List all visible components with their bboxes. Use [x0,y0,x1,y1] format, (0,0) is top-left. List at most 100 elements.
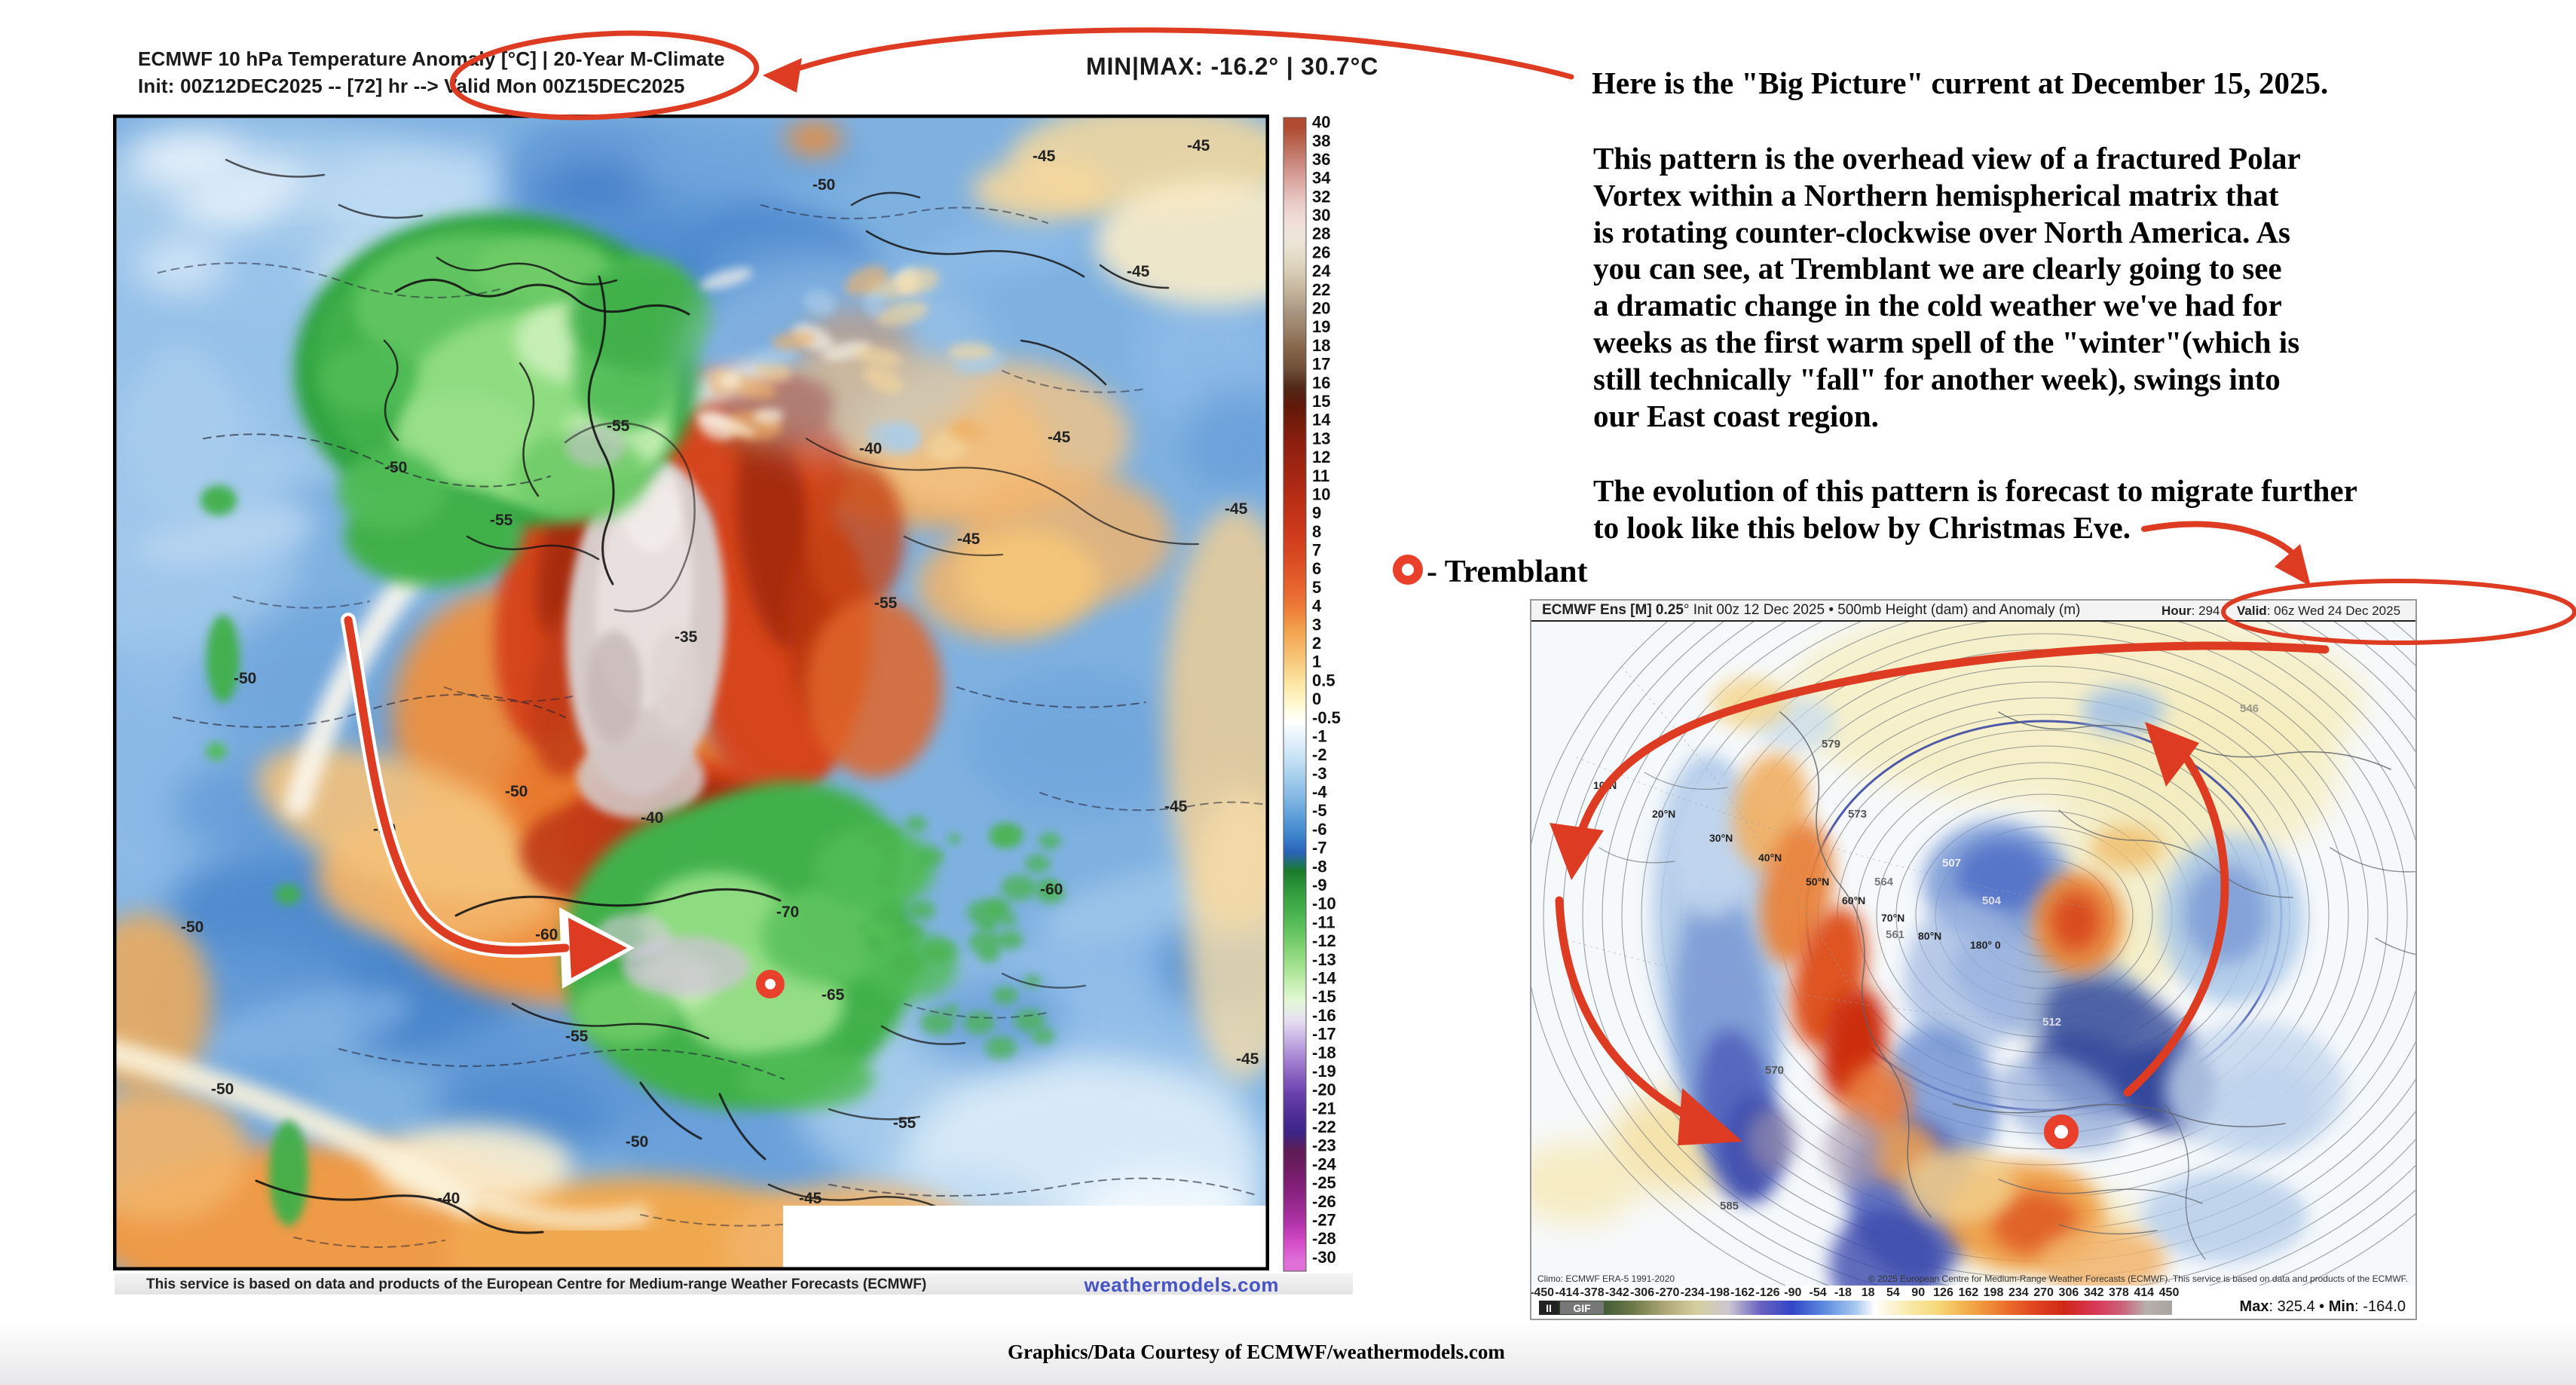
svg-text:-23: -23 [1312,1136,1336,1155]
svg-text:-126: -126 [1755,1286,1779,1299]
svg-text:-162: -162 [1730,1286,1755,1299]
svg-text:-18: -18 [1312,1043,1336,1062]
svg-text:11: 11 [1312,466,1329,485]
svg-text:-65: -65 [821,986,845,1004]
svg-text:4: 4 [1312,597,1322,616]
svg-text:20: 20 [1312,299,1330,318]
svg-text:-28: -28 [1312,1229,1336,1248]
svg-text:-10: -10 [1312,894,1336,913]
svg-text:-55: -55 [607,417,630,435]
svg-text:126: 126 [1933,1286,1953,1299]
svg-text:-234: -234 [1681,1286,1705,1299]
svg-text:Climo: ECMWF ERA-5 1991-2020: Climo: ECMWF ERA-5 1991-2020 [1537,1273,1675,1284]
svg-text:GIF: GIF [1573,1302,1591,1314]
svg-text:507: 507 [1942,857,1961,870]
svg-text:-18: -18 [1834,1286,1852,1299]
svg-text:378: 378 [2109,1286,2129,1299]
svg-text:-45: -45 [799,1190,822,1207]
svg-text:90: 90 [1911,1286,1925,1299]
svg-text:-342: -342 [1605,1286,1629,1299]
svg-text:30: 30 [1312,206,1330,225]
svg-text:10°N: 10°N [1593,779,1617,791]
svg-text:1: 1 [1312,653,1321,671]
svg-text:-60: -60 [1040,881,1063,898]
svg-text:-55: -55 [893,1114,916,1132]
svg-text:504: 504 [1982,894,2002,907]
svg-text:0.5: 0.5 [1312,671,1335,689]
svg-text:12: 12 [1312,448,1330,466]
svg-text:-25: -25 [1312,1173,1336,1192]
svg-text:450: 450 [2159,1286,2180,1299]
svg-text:17: 17 [1312,355,1330,374]
svg-text:-54: -54 [1810,1286,1827,1299]
svg-text:234: 234 [2008,1286,2029,1299]
svg-text:306: 306 [2059,1286,2079,1299]
svg-text:-270: -270 [1655,1286,1679,1299]
svg-text:13: 13 [1312,429,1330,448]
svg-text:-40: -40 [641,809,663,827]
svg-text:-50: -50 [373,821,396,838]
svg-text:10: 10 [1312,485,1330,504]
svg-text:-45: -45 [957,530,981,548]
svg-text:36: 36 [1312,150,1330,169]
svg-text:-2: -2 [1312,745,1327,764]
svg-text:7: 7 [1312,541,1321,560]
svg-text:40: 40 [1312,113,1330,132]
svg-text:-450: -450 [1531,1286,1554,1299]
svg-text:-15: -15 [1312,987,1336,1006]
svg-text:-45: -45 [1225,500,1248,518]
svg-text:-50: -50 [234,670,256,687]
svg-text:-45: -45 [1236,1050,1259,1068]
svg-text:-19: -19 [1312,1062,1336,1081]
svg-text:585: 585 [1720,1200,1739,1212]
svg-text:-50: -50 [812,176,835,194]
svg-text:0: 0 [1312,689,1321,708]
svg-text:18: 18 [1312,336,1330,355]
svg-text:-55: -55 [565,1028,589,1045]
svg-text:-1: -1 [1312,727,1327,746]
svg-text:-6: -6 [1312,820,1327,839]
svg-text:II: II [1546,1302,1552,1314]
svg-text:-3: -3 [1312,764,1327,783]
svg-text:54: 54 [1886,1286,1900,1299]
svg-text:-50: -50 [384,459,407,476]
svg-text:180° 0: 180° 0 [1970,939,2001,951]
svg-text:-17: -17 [1312,1025,1336,1044]
svg-text:9: 9 [1312,503,1321,522]
svg-text:-13: -13 [1312,950,1336,969]
svg-text:-0.5: -0.5 [1312,708,1341,727]
svg-text:Max: 325.4 • Min: -164.0: Max: 325.4 • Min: -164.0 [2240,1298,2406,1315]
svg-text:70°N: 70°N [1881,912,1904,924]
svg-text:-50: -50 [505,783,528,800]
svg-text:-9: -9 [1312,876,1327,894]
svg-text:8: 8 [1312,522,1321,541]
svg-text:-7: -7 [1312,839,1327,858]
svg-text:2: 2 [1312,634,1321,653]
svg-text:579: 579 [1822,738,1840,751]
svg-text:-21: -21 [1312,1099,1336,1117]
svg-text:-45: -45 [1187,137,1210,154]
svg-text:414: 414 [2134,1286,2154,1299]
svg-text:-90: -90 [1784,1286,1801,1299]
svg-text:-40: -40 [437,1190,460,1207]
svg-text:28: 28 [1312,225,1330,243]
svg-text:14: 14 [1312,411,1331,430]
svg-text:-414: -414 [1555,1286,1579,1299]
svg-text:30°N: 30°N [1709,832,1733,844]
svg-text:-24: -24 [1312,1154,1337,1173]
svg-text:-45: -45 [1127,263,1150,280]
svg-text:-60: -60 [535,926,558,943]
svg-text:-22: -22 [1312,1117,1336,1136]
svg-text:-45: -45 [1048,429,1071,446]
svg-text:-27: -27 [1312,1211,1336,1230]
svg-text:50°N: 50°N [1806,876,1829,888]
svg-text:32: 32 [1312,187,1330,206]
svg-text:-11: -11 [1312,913,1335,931]
svg-text:546: 546 [2240,702,2259,715]
svg-text:-5: -5 [1312,801,1327,820]
svg-text:-16: -16 [1312,1006,1336,1025]
svg-text:342: 342 [2084,1286,2104,1299]
svg-text:198: 198 [1984,1286,2004,1299]
svg-text:162: 162 [1958,1286,1978,1299]
svg-text:26: 26 [1312,243,1330,261]
